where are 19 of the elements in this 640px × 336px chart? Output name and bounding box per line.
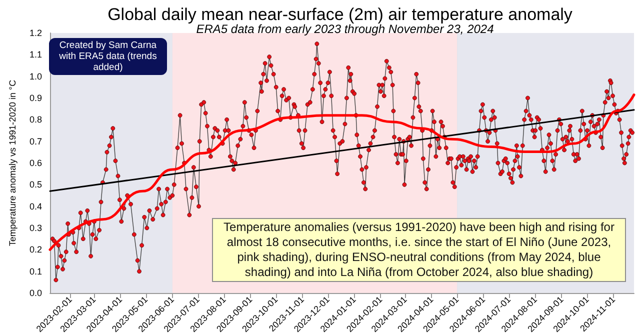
text-box: Temperature anomalies (versus 1991-2020) have been high and rising for almost 18 consecutive months, i.e. since the start of El Niño (June 2023, pink shading), during ENSO-neutral conditions (from May 2024, blue shading) and into La Niña (from October 2024, also blue shading) bbox=[212, 218, 626, 282]
y-tick-label: 0.0 bbox=[29, 288, 42, 298]
y-tick-label: 0.2 bbox=[29, 244, 42, 255]
y-tick-label: 1.1 bbox=[29, 50, 42, 60]
chart-title: Global daily mean near-surface (2m) air temperature anomaly bbox=[108, 5, 573, 24]
chart-subtitle: ERA5 data from early 2023 through November 23, 2024 bbox=[196, 22, 494, 36]
y-tick-label: 0.5 bbox=[29, 180, 42, 190]
y-tick-label: 0.6 bbox=[29, 158, 42, 168]
y-tick-label: 0.4 bbox=[29, 201, 42, 212]
y-tick-label: 1.2 bbox=[29, 28, 42, 38]
y-tick-label: 0.1 bbox=[29, 266, 42, 276]
text-box: Created by Sam Carna with ERA5 data (trends added) bbox=[49, 38, 167, 75]
y-tick-label: 0.9 bbox=[29, 93, 42, 103]
y-axis-title: Temperature anomaly vs 1991-2020 in °C bbox=[8, 79, 18, 246]
y-tick-label: 0.8 bbox=[29, 114, 42, 125]
y-tick-label: 0.3 bbox=[29, 223, 42, 233]
y-tick-label: 0.7 bbox=[29, 136, 42, 146]
y-tick-label: 1.0 bbox=[29, 71, 42, 82]
line-series bbox=[48, 94, 636, 251]
